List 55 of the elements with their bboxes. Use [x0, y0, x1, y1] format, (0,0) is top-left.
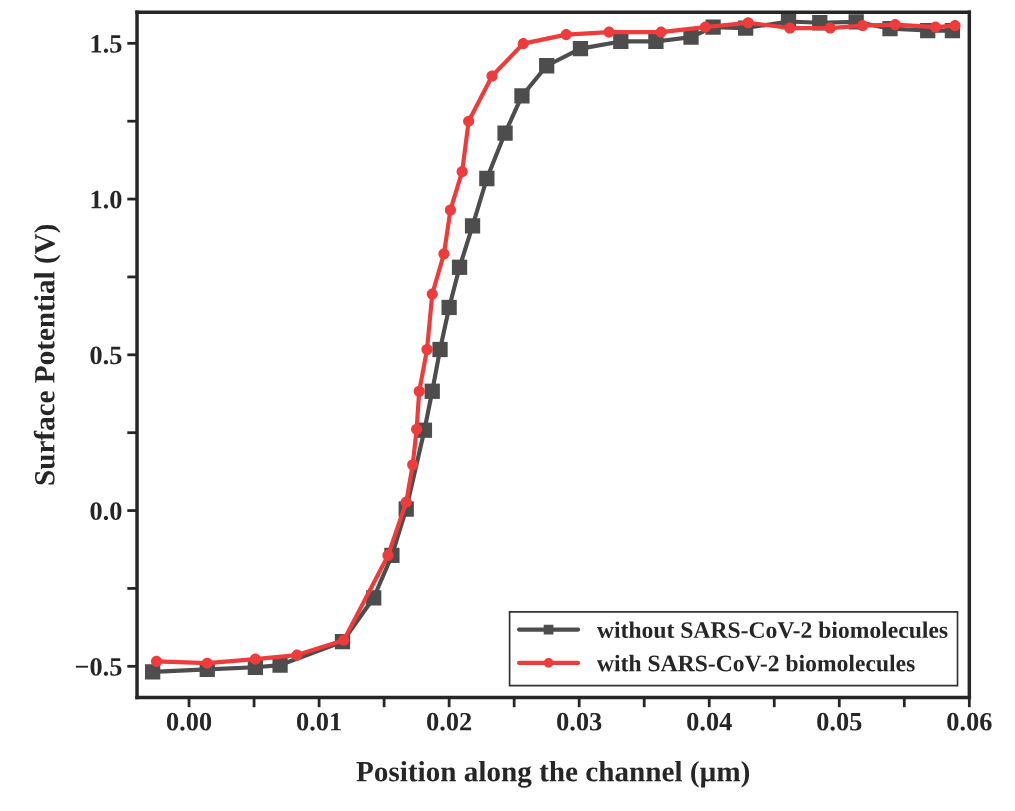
point: [441, 299, 457, 316]
y-tick-label: 0.0: [90, 502, 122, 521]
point: [889, 19, 901, 31]
legend-label: with SARS-CoV-2 biomolecules: [597, 654, 915, 672]
x-tick-label: 0.04: [687, 712, 732, 731]
point: [655, 26, 667, 38]
point: [411, 423, 423, 435]
x-tick-label: 0.06: [947, 712, 992, 731]
y-tick-label: 1.0: [91, 190, 122, 209]
point: [497, 125, 513, 141]
point: [426, 288, 438, 300]
point: [424, 383, 440, 399]
x-tick-label: 0.00: [166, 712, 212, 731]
point: [463, 115, 475, 127]
point: [400, 496, 412, 508]
point: [479, 170, 495, 187]
x-tick-label: 0.02: [427, 712, 472, 731]
point: [144, 664, 161, 680]
point: [613, 33, 629, 50]
point: [413, 385, 425, 397]
point: [444, 204, 456, 216]
point: [824, 22, 836, 34]
point: [451, 259, 468, 275]
point: [857, 20, 869, 32]
point: [486, 70, 498, 82]
x-tick-label: 0.01: [297, 712, 341, 731]
point: [150, 655, 163, 667]
point: [464, 218, 481, 234]
y-tick-label: −0.5: [75, 657, 122, 676]
point: [407, 459, 419, 471]
point: [432, 341, 448, 358]
legend-label: without SARS-CoV-2 biomolecules: [597, 621, 948, 639]
point: [929, 21, 942, 33]
y-tick-label: 0.5: [90, 346, 122, 365]
point: [560, 29, 572, 41]
point: [539, 58, 555, 74]
point: [249, 653, 261, 665]
point: [699, 21, 711, 33]
x-axis-title: Position along the channel (µm): [356, 760, 750, 788]
point: [648, 33, 664, 50]
point: [456, 166, 468, 178]
point: [438, 248, 450, 260]
point: [291, 649, 303, 661]
y-axis-title: Surface Potential (V): [33, 224, 61, 485]
point: [742, 17, 754, 29]
x-tick-label: 0.05: [817, 712, 862, 731]
x-tick-label: 0.03: [557, 712, 602, 731]
point: [517, 38, 529, 50]
point: [572, 40, 589, 57]
point: [421, 343, 433, 356]
point: [382, 549, 394, 561]
point: [603, 26, 615, 38]
point: [514, 88, 530, 104]
point: [201, 657, 213, 669]
y-tick-label: 1.5: [91, 35, 122, 53]
